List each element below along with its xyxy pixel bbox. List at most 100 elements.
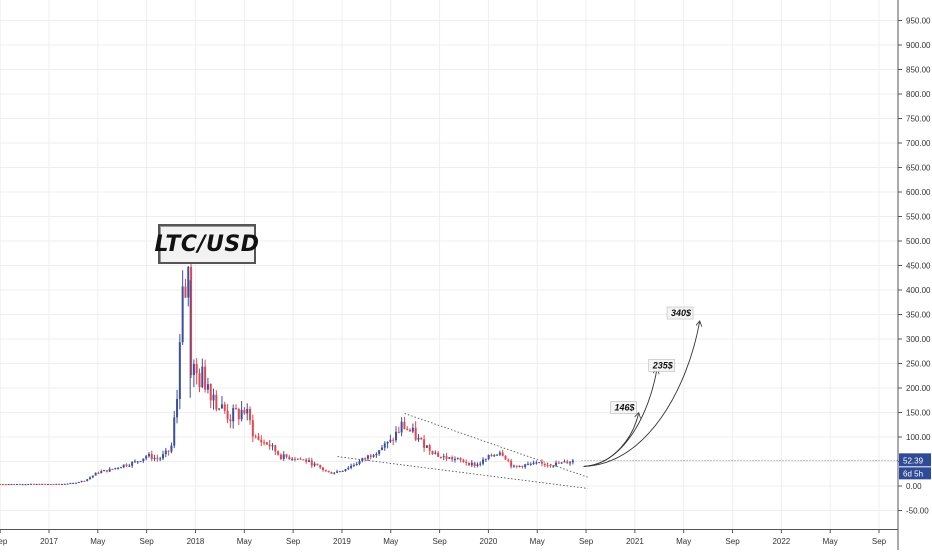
candle-body (218, 408, 221, 410)
candle-body (167, 450, 170, 452)
candle-body (10, 483, 13, 485)
candle-body (510, 460, 513, 467)
candle-body (0, 484, 2, 486)
x-tick-label: Sep (140, 537, 155, 546)
target-label-text: 340$ (671, 308, 692, 318)
candle-body (212, 394, 215, 401)
candle-body (434, 452, 437, 454)
grid (0, 0, 898, 530)
y-tick-label: 750.00 (906, 115, 931, 124)
candle-body (319, 464, 322, 468)
y-tick-label: -50.00 (906, 507, 929, 516)
candle-body (274, 445, 277, 452)
candle-body (406, 428, 409, 430)
candle-body (507, 459, 510, 461)
candle-body (279, 454, 282, 459)
candle-body (380, 447, 383, 451)
candle-body (563, 461, 566, 463)
candle-body (291, 458, 294, 460)
x-tick-label: Sep (725, 537, 740, 546)
y-tick-label: 0.00 (906, 482, 922, 491)
candle-body (296, 458, 299, 460)
candle-body (237, 409, 240, 420)
target-label-box (666, 306, 694, 320)
candle-body (16, 484, 19, 486)
target-label-text: 146$ (614, 403, 635, 413)
candle-body (403, 421, 406, 429)
candle-body (392, 439, 395, 441)
candle-body (60, 483, 63, 485)
x-tick-label: 2020 (480, 537, 498, 546)
candle-body (220, 404, 223, 409)
x-tick-label: Sep (872, 537, 887, 546)
candle-body (532, 462, 535, 464)
candle-body (35, 483, 38, 485)
candle-body (24, 484, 27, 486)
candle-body (389, 439, 392, 442)
candle-body (114, 467, 117, 469)
candle-body (249, 408, 252, 421)
candle-body (223, 404, 226, 411)
candle-body (257, 436, 260, 440)
target-label: 146$ (610, 401, 637, 414)
candle-body (442, 456, 445, 458)
candle-body (493, 455, 496, 457)
candle-body (459, 458, 462, 460)
candle-body (74, 482, 77, 484)
candle-body (364, 458, 367, 460)
candle-body (366, 455, 369, 459)
candle-body (97, 472, 100, 474)
target-label: 235$ (648, 359, 676, 372)
candle-body (91, 475, 94, 478)
candle-body (526, 463, 529, 465)
candle-body (145, 456, 148, 459)
candle-body (569, 462, 572, 464)
candle-body (176, 399, 179, 418)
candle-body (159, 458, 162, 460)
candle-body (240, 409, 243, 420)
x-tick-label: May (237, 537, 252, 546)
candle-body (153, 457, 156, 460)
candle-body (7, 484, 10, 486)
y-tick-label: 350.00 (906, 311, 931, 320)
candle-body (117, 467, 120, 469)
candle-body (268, 444, 271, 447)
candle-body (423, 439, 426, 448)
candle-body (111, 468, 114, 470)
candle-body (397, 431, 400, 433)
candle-body (170, 445, 173, 452)
candle-body (226, 410, 229, 420)
candle-body (383, 443, 386, 448)
candle-body (86, 479, 89, 481)
candle-body (30, 483, 33, 485)
x-tick-label: May (383, 537, 398, 546)
candle-body (49, 483, 52, 485)
candle-body (83, 480, 86, 482)
y-tick-label: 700.00 (906, 139, 931, 148)
candle-body (63, 483, 66, 485)
candle-body (437, 452, 440, 457)
candle-body (105, 470, 108, 472)
candle-body (125, 464, 128, 466)
candle-body (184, 286, 187, 298)
candle-body (512, 465, 515, 467)
candle-body (206, 384, 209, 390)
y-tick-label: 200.00 (906, 384, 931, 393)
candle-body (72, 482, 75, 484)
candle-body (336, 471, 339, 473)
candle-body (77, 481, 80, 483)
candle-body (552, 465, 555, 467)
x-tick-label: May (823, 537, 838, 546)
candle-body (549, 465, 552, 467)
price-axis: -50.000.0050.00100.00150.00200.00250.003… (581, 0, 931, 550)
candle-body (204, 366, 207, 390)
candle-body (417, 437, 420, 440)
candle-body (52, 484, 55, 486)
candle-body (277, 451, 280, 455)
candle-body (299, 458, 302, 460)
candle-body (515, 465, 518, 467)
x-tick-label: 2018 (187, 537, 205, 546)
candle-body (350, 465, 353, 468)
y-tick-label: 850.00 (906, 66, 931, 75)
